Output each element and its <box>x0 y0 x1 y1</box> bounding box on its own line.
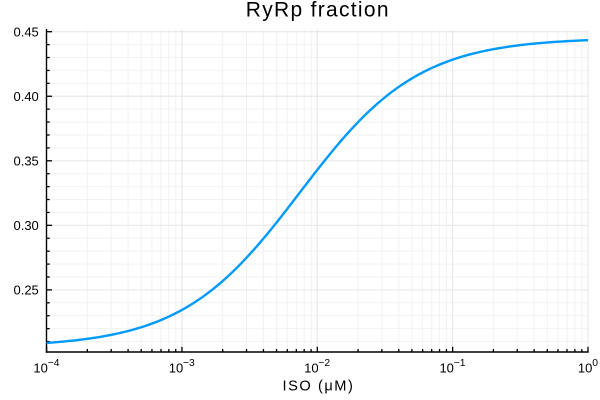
svg-text:10: 10 <box>439 361 453 376</box>
svg-text:ISO (μM): ISO (μM) <box>283 379 355 395</box>
svg-text:10: 10 <box>33 361 47 376</box>
svg-text:0.25: 0.25 <box>13 283 38 298</box>
svg-text:0.30: 0.30 <box>13 218 38 233</box>
svg-text:0.35: 0.35 <box>13 154 38 169</box>
svg-text:−3: −3 <box>183 358 195 369</box>
svg-text:−4: −4 <box>48 358 60 369</box>
svg-text:−2: −2 <box>318 358 330 369</box>
svg-text:−1: −1 <box>454 358 466 369</box>
svg-text:RyRp fraction: RyRp fraction <box>246 0 390 22</box>
svg-text:0: 0 <box>592 358 598 369</box>
svg-text:0.45: 0.45 <box>13 24 38 39</box>
svg-text:0.40: 0.40 <box>13 89 38 104</box>
svg-text:10: 10 <box>304 361 318 376</box>
svg-text:10: 10 <box>169 361 183 376</box>
svg-text:10: 10 <box>578 361 592 376</box>
